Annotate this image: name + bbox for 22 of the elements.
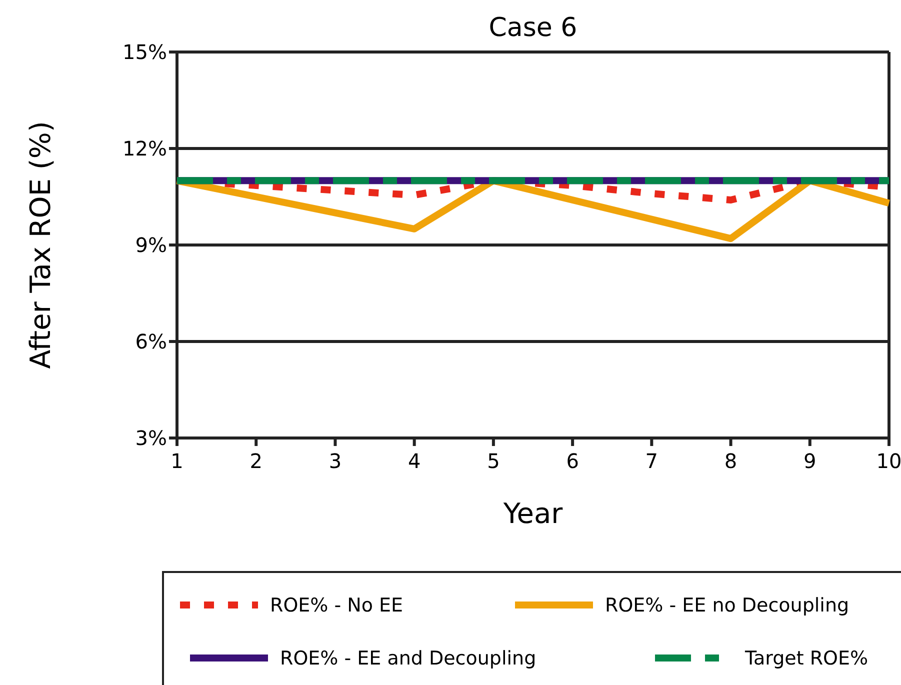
- y-tick-label: 3%: [135, 426, 167, 450]
- x-tick-label: 8: [724, 449, 738, 473]
- x-tick-label: 1: [170, 449, 184, 473]
- x-tick-label: 2: [250, 449, 262, 473]
- x-tick-label: 10: [876, 449, 901, 473]
- x-tick-label: 4: [408, 449, 421, 473]
- y-tick-label: 6%: [135, 330, 167, 354]
- x-tick-label: 9: [804, 449, 816, 473]
- x-tick-label: 7: [645, 449, 658, 473]
- legend-label: ROE% - EE no Decoupling: [605, 594, 850, 617]
- x-tick-label: 5: [487, 449, 500, 473]
- legend-label: Target ROE%: [744, 648, 868, 670]
- x-tick-label: 3: [328, 449, 342, 473]
- x-tick-label: 6: [566, 449, 579, 473]
- y-tick-label: 15%: [122, 40, 167, 64]
- x-axis-title: Year: [502, 497, 564, 530]
- y-tick-label: 12%: [122, 136, 167, 160]
- legend-label: ROE% - EE and Decoupling: [280, 648, 536, 670]
- legend-label: ROE% - No EE: [270, 594, 404, 617]
- y-axis-title: After Tax ROE (%): [24, 121, 57, 369]
- chart-title: Case 6: [488, 13, 578, 43]
- y-tick-label: 9%: [135, 233, 167, 257]
